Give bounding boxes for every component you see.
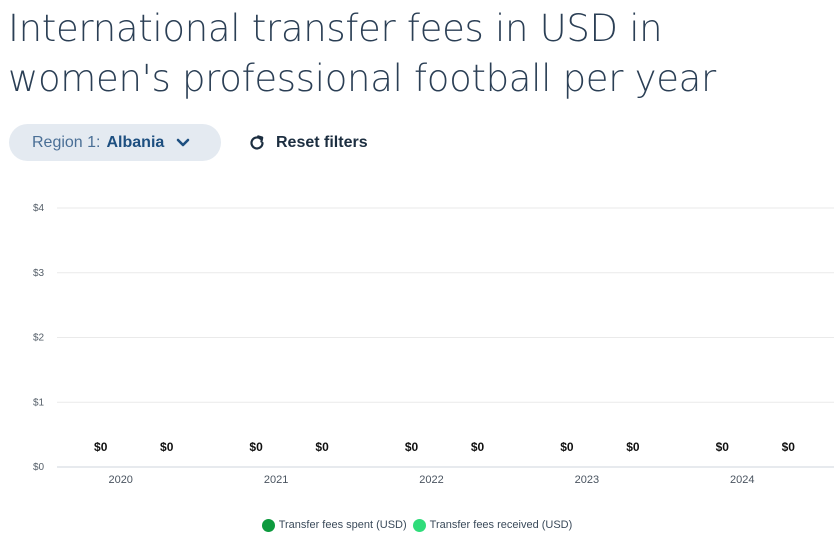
bar-value-label: $0	[471, 440, 485, 454]
chart-gridlines	[57, 207, 834, 468]
y-tick-label: $3	[33, 268, 45, 279]
x-axis-ticks: 2020 2021 2022 2023 2024	[108, 474, 754, 486]
legend-item-received[interactable]: Transfer fees received (USD)	[412, 518, 573, 532]
legend-swatch-received	[412, 518, 426, 532]
bar-value-label: $0	[94, 440, 108, 454]
y-tick-label: $2	[33, 333, 45, 344]
legend-swatch-spent	[261, 518, 275, 532]
x-tick-label: 2021	[264, 474, 288, 486]
chart-legend: Transfer fees spent (USD) Transfer fees …	[0, 516, 834, 534]
data-labels: $0 $0 $0 $0 $0 $0 $0 $0 $0 $0	[94, 440, 795, 454]
chevron-down-icon	[176, 138, 190, 146]
x-tick-label: 2024	[730, 474, 754, 486]
region-filter-value: Albania	[106, 133, 165, 151]
x-tick-label: 2020	[108, 474, 132, 486]
legend-item-spent[interactable]: Transfer fees spent (USD)	[261, 518, 407, 532]
x-tick-label: 2023	[575, 474, 599, 486]
bar-value-label: $0	[315, 440, 329, 454]
bar-value-label: $0	[626, 440, 640, 454]
bar-chart: $0$1$2$3$4 2020 2021 2022 2023 2024 $0 $0 $0 $0…	[33, 203, 834, 486]
bar-value-label: $0	[560, 440, 574, 454]
legend-label-spent: Transfer fees spent (USD)	[278, 519, 407, 531]
refresh-icon	[250, 135, 264, 150]
reset-filters-label: Reset filters	[276, 134, 368, 151]
bar-value-label: $0	[782, 440, 796, 454]
y-tick-label: $4	[33, 203, 45, 214]
bar-value-label: $0	[249, 440, 263, 454]
bar-value-label: $0	[716, 440, 730, 454]
reset-filters-button[interactable]: Reset filters	[248, 130, 368, 156]
bar-value-label: $0	[405, 440, 419, 454]
y-tick-label: $0	[33, 462, 45, 473]
page-title: International transfer fees in USD in wo…	[8, 7, 716, 100]
legend-label-received: Transfer fees received (USD)	[429, 519, 573, 531]
region-filter-dropdown[interactable]: Region 1: Albania	[9, 124, 221, 161]
region-filter-label: Region 1:	[32, 133, 101, 151]
bar-value-label: $0	[160, 440, 174, 454]
y-tick-label: $1	[33, 397, 45, 408]
x-tick-label: 2022	[419, 474, 443, 486]
y-axis-ticks: $0 $1 $2 $3 $4	[33, 203, 45, 473]
